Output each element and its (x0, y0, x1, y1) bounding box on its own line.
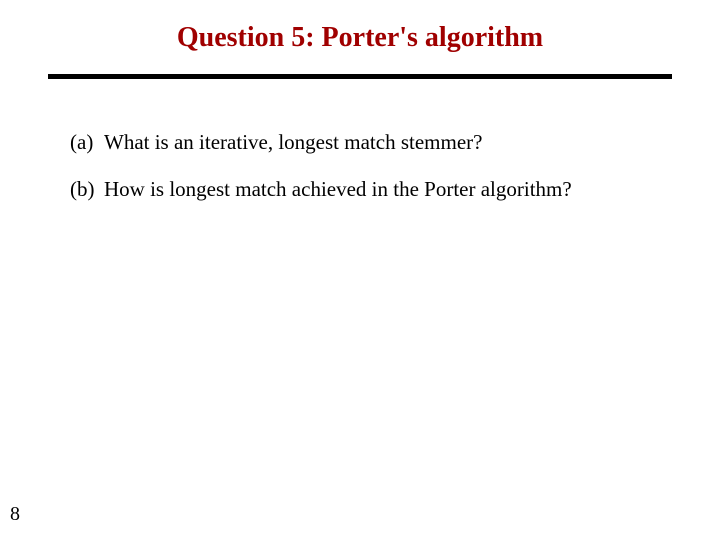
slide-title: Question 5: Porter's algorithm (0, 22, 720, 54)
page-number: 8 (10, 503, 20, 526)
list-item: (a) What is an iterative, longest match … (70, 130, 660, 155)
list-text: What is an iterative, longest match stem… (104, 130, 660, 155)
slide-body: (a) What is an iterative, longest match … (70, 130, 660, 224)
list-marker: (a) (70, 130, 104, 155)
title-underline (48, 74, 672, 79)
list-item: (b) How is longest match achieved in the… (70, 177, 660, 202)
list-text: How is longest match achieved in the Por… (104, 177, 660, 202)
list-marker: (b) (70, 177, 104, 202)
